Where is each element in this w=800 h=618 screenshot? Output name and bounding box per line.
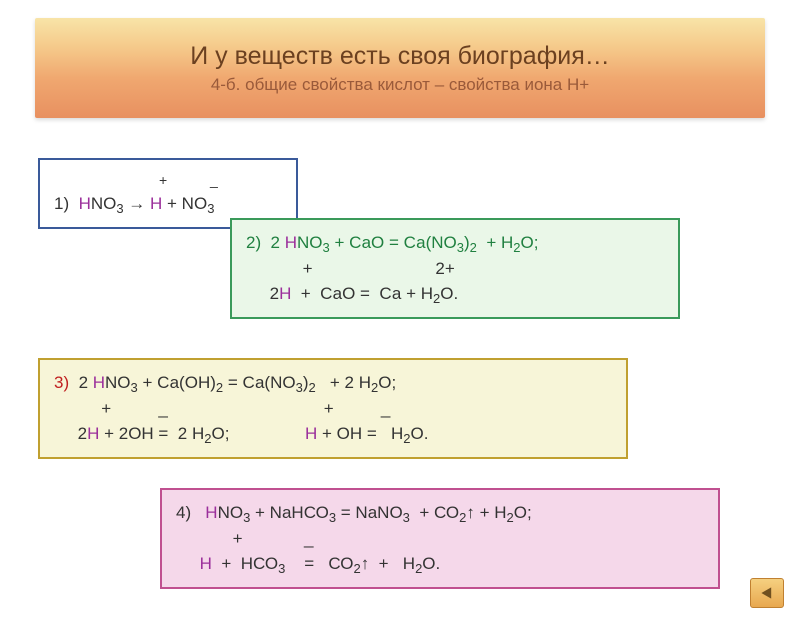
equation-box-4: 4) НNО3 + NаНСО3 = NаNО3 + СО2↑ + Н2О; +… (160, 488, 720, 589)
charges-3: + _ + _ (54, 396, 612, 422)
charges-4: + _ (176, 526, 704, 552)
equation-box-3: 3) 2 НNО3 + Са(ОН)2 = Са(NО3)2 + 2 Н2О; … (38, 358, 628, 459)
equation-2b: 2Н + СаО = Са + Н2О. (246, 281, 664, 307)
equation-box-2: 2) 2 НNО3 + СаО = Са(NО3)2 + Н2О; + 2+ 2… (230, 218, 680, 319)
equation-2a: 2) 2 НNО3 + СаО = Са(NО3)2 + Н2О; (246, 230, 664, 256)
equation-3a: 3) 2 НNО3 + Са(ОН)2 = Са(NО3)2 + 2 Н2О; (54, 370, 612, 396)
equation-4b: Н + НСО3 = СО2↑ + Н2О. (176, 551, 704, 577)
equation-3b: 2Н + 2ОН = 2 Н2О; Н + ОН = Н2О. (54, 421, 612, 447)
title-text: И у веществ есть своя биография… (190, 42, 610, 71)
charges-line: + _ (54, 170, 282, 191)
slide-title-banner: И у веществ есть своя биография… 4-б. об… (35, 18, 765, 118)
equation-1: 1) НNО3 → Н + NО3 (54, 191, 282, 217)
equation-4a: 4) НNО3 + NаНСО3 = NаNО3 + СО2↑ + Н2О; (176, 500, 704, 526)
subtitle-text: 4-б. общие свойства кислот – свойства ио… (211, 75, 589, 95)
triangle-left-icon (760, 586, 774, 600)
charges-2: + 2+ (246, 256, 664, 282)
back-nav-button[interactable] (750, 578, 784, 608)
